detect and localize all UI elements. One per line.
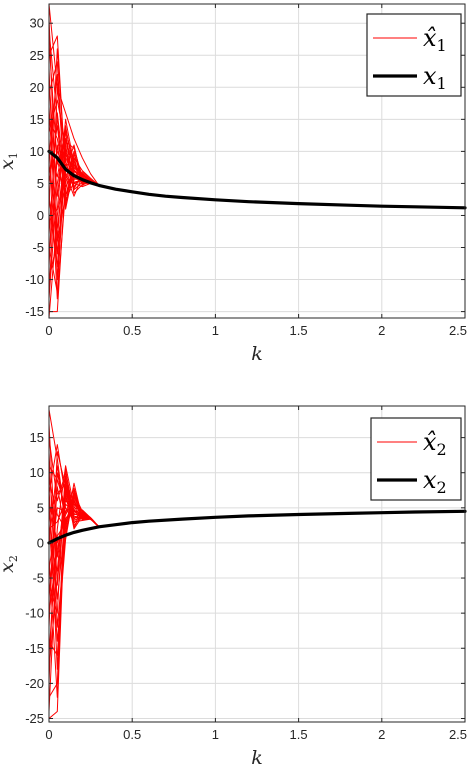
y-tick-label: 30 xyxy=(30,16,44,31)
y-tick-label: 5 xyxy=(37,176,44,191)
y-tick-label: -15 xyxy=(25,641,44,656)
y-tick-label: 0 xyxy=(37,535,44,550)
x-tick-label: 1.5 xyxy=(290,323,308,338)
legend-true-label: x2 xyxy=(423,466,447,497)
legend: x̂1x1 xyxy=(366,13,462,97)
legend: x̂2x2 xyxy=(370,417,462,501)
y-tick-label: -5 xyxy=(32,240,44,255)
x2-plot: 00.511.522.5-25-20-15-10-5051015kx2x̂2x2 xyxy=(0,405,467,769)
legend-box xyxy=(366,13,462,97)
x-tick-label: 1 xyxy=(212,727,219,742)
y-tick-label: 25 xyxy=(30,48,44,63)
x-tick-label: 2.5 xyxy=(449,323,467,338)
y-tick-label: -20 xyxy=(25,676,44,691)
y-tick-label: 0 xyxy=(37,208,44,223)
x-tick-label: 2.5 xyxy=(449,727,467,742)
true-state-line xyxy=(47,149,467,210)
y-tick-label: 15 xyxy=(30,430,44,445)
x1-plot: 00.511.522.5-15-10-5051015202530kx1x̂1x1 xyxy=(0,3,467,365)
y-tick-label: 5 xyxy=(37,500,44,515)
x-tick-label: 2 xyxy=(378,727,385,742)
y-tick-label: 20 xyxy=(30,80,44,95)
y-tick-label: -10 xyxy=(25,606,44,621)
legend-estimate-label: x̂2 xyxy=(423,428,447,459)
y-tick-label: 10 xyxy=(30,465,44,480)
y-tick-label: -10 xyxy=(25,272,44,287)
x-axis-label: k xyxy=(251,343,263,365)
y-tick-label: 10 xyxy=(30,144,44,159)
y-tick-label: 15 xyxy=(30,112,44,127)
y-axis-label: x1 xyxy=(0,152,20,170)
x-tick-label: 0 xyxy=(45,323,52,338)
x-tick-label: 1 xyxy=(212,323,219,338)
x-tick-label: 0 xyxy=(45,727,52,742)
x-tick-label: 0.5 xyxy=(123,323,141,338)
y-tick-label: -25 xyxy=(25,711,44,726)
y-tick-label: -15 xyxy=(25,304,44,319)
x-axis-label: k xyxy=(251,747,263,769)
legend-true-label: x1 xyxy=(423,62,447,93)
axes-box xyxy=(48,3,466,319)
legend-box xyxy=(370,417,462,501)
x-tick-label: 1.5 xyxy=(290,727,308,742)
x-tick-label: 0.5 xyxy=(123,727,141,742)
legend-estimate-label: x̂1 xyxy=(423,24,447,55)
y-axis-label: x2 xyxy=(0,555,20,573)
y-tick-label: -5 xyxy=(32,571,44,586)
axes-box xyxy=(48,405,466,723)
true-state-line xyxy=(47,509,467,545)
x-tick-label: 2 xyxy=(378,323,385,338)
